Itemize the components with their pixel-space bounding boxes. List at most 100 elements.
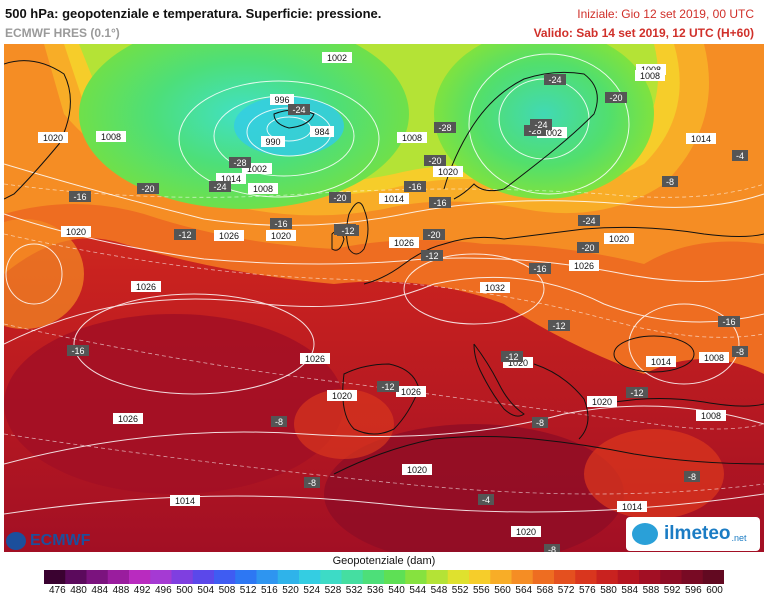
temperature-label: -16: [404, 181, 426, 192]
pressure-label: 1008: [248, 183, 278, 194]
pressure-label-text: 1020: [438, 167, 458, 177]
pressure-label-text: 1014: [175, 496, 195, 506]
temperature-label-text: -24: [213, 182, 226, 192]
temperature-label-text: -16: [408, 182, 421, 192]
pressure-label-text: 1014: [384, 194, 404, 204]
temperature-label-text: -12: [178, 230, 191, 240]
colorbar-tick: 480: [70, 585, 87, 596]
colorbar-segment: [681, 570, 704, 584]
pressure-label: 1020: [61, 226, 91, 237]
colorbar-segment: [532, 570, 555, 584]
pressure-label: 996: [270, 94, 294, 105]
temperature-label-text: -16: [71, 346, 84, 356]
ecmwf-logo: ECMWF: [6, 531, 90, 551]
pressure-label: 1020: [511, 526, 541, 537]
temperature-label: -12: [548, 320, 570, 331]
colorbar-segment: [660, 570, 682, 584]
temperature-label-text: -20: [581, 243, 594, 253]
pressure-label-text: 1026: [136, 282, 156, 292]
colorbar-tick: 572: [557, 585, 575, 596]
pressure-label-text: 1020: [271, 231, 291, 241]
pressure-label-text: 1020: [592, 397, 612, 407]
pressure-label-text: 1002: [542, 128, 562, 138]
pressure-label: 1014: [646, 356, 676, 367]
colorbar-tick: 484: [91, 585, 109, 596]
high-africa: [324, 424, 624, 552]
colorbar-segment: [362, 570, 385, 584]
pressure-label: 1020: [604, 233, 634, 244]
pressure-label-text: 1002: [327, 53, 347, 63]
ilmeteo-logo[interactable]: ilmeteo .net: [626, 517, 760, 551]
colorbar-tick: 588: [642, 585, 660, 596]
temperature-label: -20: [605, 92, 627, 103]
pressure-label-text: 1014: [221, 174, 241, 184]
pressure-label-text: 1026: [394, 238, 414, 248]
colorbar-segment: [299, 570, 321, 584]
temperature-label-text: -4: [736, 151, 744, 161]
colorbar-segment: [235, 570, 257, 584]
temperature-label-text: -28: [438, 123, 451, 133]
colorbar-tick: 500: [176, 585, 193, 596]
temperature-label-text: -8: [308, 478, 316, 488]
temperature-label: -16: [429, 197, 451, 208]
pressure-label: 990: [261, 136, 285, 147]
temperature-label-text: -8: [275, 417, 283, 427]
temperature-label: -8: [684, 471, 700, 482]
pressure-label: 1014: [216, 173, 246, 184]
temperature-label: -16: [718, 316, 740, 327]
pressure-label-text: 1026: [118, 414, 138, 424]
ecmwf-logo-text: ECMWF: [30, 532, 91, 549]
temperature-label-text: -12: [425, 251, 438, 261]
colorbar-tick: 556: [473, 585, 490, 596]
colorbar-segment: [511, 570, 534, 584]
pressure-label: 1014: [617, 501, 647, 512]
temperature-label-text: -24: [534, 120, 547, 130]
colorbar-tick: 560: [494, 585, 511, 596]
east-warm: [584, 429, 724, 519]
temperature-label: -16: [67, 345, 89, 356]
temperature-label: -16: [270, 218, 292, 229]
colorbar-segment: [469, 570, 491, 584]
pressure-label-text: 1008: [253, 184, 273, 194]
pressure-label-text: 1032: [485, 283, 505, 293]
colorbar: [44, 570, 724, 584]
pressure-label: 1020: [327, 390, 357, 401]
colorbar-tick: 512: [239, 585, 257, 596]
header: 500 hPa: geopotenziale e temperatura. Su…: [0, 0, 768, 44]
pressure-label-text: 1026: [305, 354, 325, 364]
temperature-label: -24: [288, 104, 310, 115]
pressure-label-text: 996: [274, 95, 289, 105]
pressure-label: 1008: [635, 70, 665, 81]
temperature-label: -12: [421, 250, 443, 261]
colorbar-segment: [44, 570, 66, 584]
colorbar-segment: [341, 570, 364, 584]
pressure-label: 1014: [170, 495, 200, 506]
pressure-label: 1002: [537, 127, 567, 138]
colorbar-segment: [256, 570, 279, 584]
pressure-label: 1002: [322, 52, 352, 63]
pressure-label-text: 1026: [401, 387, 421, 397]
pressure-label: 1020: [433, 166, 463, 177]
temperature-label: -28: [229, 157, 251, 168]
colorbar-tick: 488: [112, 585, 130, 596]
ilmeteo-logo-suffix: .net: [731, 533, 747, 543]
pressure-label-text: 1020: [332, 391, 352, 401]
colorbar-segment: [426, 570, 449, 584]
pressure-label: 1020: [38, 132, 68, 143]
colorbar-segment: [554, 570, 576, 584]
pressure-label: 1008: [699, 352, 729, 363]
pressure-label: 1020: [587, 396, 617, 407]
colorbar-tick: 580: [600, 585, 617, 596]
temperature-label-text: -28: [528, 126, 541, 136]
pressure-label-text: 1008: [640, 71, 660, 81]
pressure-label: 1020: [503, 357, 533, 368]
colorbar-segment: [150, 570, 172, 584]
pressure-label-text: 1014: [622, 502, 642, 512]
pressure-label-text: 1020: [66, 227, 86, 237]
colorbar-segment: [129, 570, 151, 584]
temperature-label: -12: [337, 225, 359, 236]
colorbar-segment: [65, 570, 87, 584]
colorbar-tick: 552: [451, 585, 469, 596]
colorbar-tick: 508: [218, 585, 236, 596]
coastlines: [4, 60, 764, 475]
